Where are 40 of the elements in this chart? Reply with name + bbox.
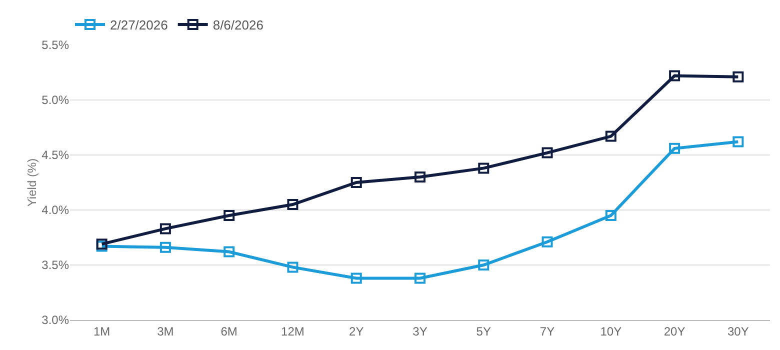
- point: [478, 260, 490, 270]
- y-tick-label: 5.0%: [42, 93, 70, 108]
- x-tick-label: 2Y: [349, 324, 364, 338]
- point: [542, 236, 553, 248]
- y-tick-label: 4.0%: [42, 203, 70, 218]
- point: [350, 272, 362, 284]
- point: [732, 71, 744, 82]
- point: [542, 147, 553, 158]
- point: [605, 130, 616, 142]
- point: [224, 210, 235, 221]
- legend-label: 8/6/2026: [212, 18, 264, 33]
- y-tick-label: 3.0%: [42, 313, 70, 328]
- legend-label: 2/27/2026: [110, 18, 168, 33]
- y-tick-label: 4.5%: [42, 148, 70, 162]
- point: [224, 246, 235, 258]
- point: [414, 172, 426, 182]
- point: [478, 162, 490, 174]
- y-tick-label: 3.5%: [42, 258, 70, 272]
- point: [414, 272, 426, 284]
- y-axis-title: Yield (%): [25, 158, 39, 207]
- point: [160, 223, 171, 234]
- x-tick-label: 5Y: [476, 324, 491, 338]
- point: [160, 242, 171, 253]
- x-tick-label: 3Y: [412, 324, 428, 338]
- x-tick-label: 10Y: [600, 324, 622, 338]
- x-tick-label: 12M: [281, 324, 304, 338]
- point: [287, 262, 298, 273]
- point: [605, 210, 616, 221]
- point: [669, 142, 680, 154]
- x-tick-label: 7Y: [540, 324, 555, 338]
- x-tick-label: 3M: [157, 324, 174, 338]
- y-tick-label: 5.5%: [42, 38, 70, 52]
- point: [350, 177, 362, 188]
- x-tick-label: 30Y: [728, 324, 749, 338]
- point: [287, 199, 298, 210]
- x-tick-label: 1M: [93, 324, 110, 338]
- point: [669, 70, 680, 82]
- x-tick-label: 20Y: [664, 324, 686, 338]
- x-tick-label: 6M: [220, 324, 238, 338]
- point: [732, 136, 744, 148]
